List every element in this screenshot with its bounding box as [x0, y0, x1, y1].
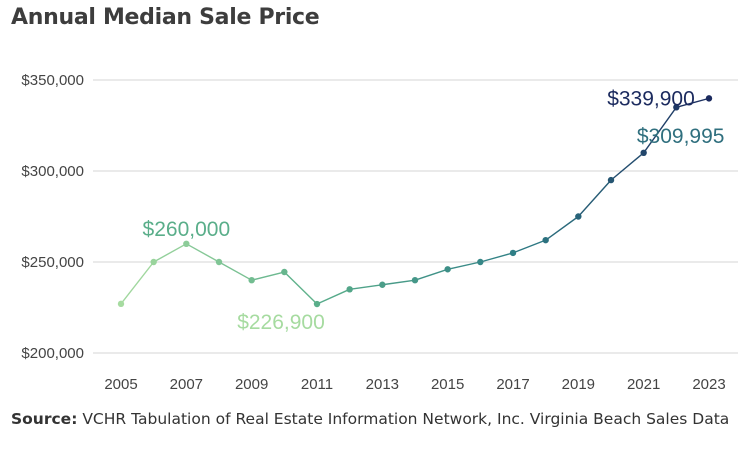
data-point	[313, 300, 321, 308]
data-point	[640, 149, 647, 157]
data-point	[183, 240, 190, 247]
x-tick-label: 2013	[366, 376, 399, 393]
line-segment	[349, 284, 383, 290]
line-segment	[316, 288, 350, 305]
data-label: $260,000	[143, 218, 231, 241]
line-segment	[120, 261, 155, 305]
x-tick-label: 2005	[104, 376, 137, 393]
line-segment	[251, 271, 285, 281]
source-text: VCHR Tabulation of Real Estate Informati…	[82, 410, 730, 428]
data-point	[150, 258, 157, 266]
x-axis-ticks: 2005 2007 2009 2011 2013 2015 2017 2019 2021 2023	[104, 376, 725, 393]
y-tick-label: $200,000	[21, 345, 84, 362]
data-point	[411, 277, 419, 284]
data-point	[673, 104, 680, 111]
line-segment	[185, 243, 220, 263]
data-label: $339,900	[607, 87, 695, 110]
line-chart: $200,000$250,000$300,000$350,000 2005 200…	[21, 72, 738, 393]
data-point	[379, 281, 386, 288]
data-point	[607, 176, 615, 184]
data-label: $226,900	[237, 311, 325, 334]
x-tick-label: 2009	[235, 376, 268, 393]
line-segment	[610, 152, 645, 181]
line-segment	[414, 268, 448, 281]
line-segment	[512, 239, 546, 254]
data-point	[542, 236, 549, 244]
y-tick-label: $300,000	[21, 163, 84, 180]
y-tick-label: $250,000	[21, 254, 84, 271]
gridlines	[93, 79, 738, 354]
x-tick-label: 2023	[692, 376, 725, 393]
x-tick-label: 2007	[170, 376, 203, 393]
x-tick-label: 2011	[301, 376, 333, 393]
chart-title: Annual Median Sale Price	[11, 5, 320, 30]
x-tick-label: 2017	[496, 376, 529, 393]
y-tick-label: $350,000	[21, 72, 84, 89]
data-point	[575, 213, 582, 220]
line-segment	[480, 252, 514, 263]
data-point	[705, 95, 713, 102]
line-segment	[545, 215, 579, 241]
data-label: $309,995	[637, 125, 725, 148]
line-segment	[153, 243, 187, 263]
data-point	[509, 249, 517, 257]
data-point	[215, 258, 223, 266]
line-segment	[676, 97, 710, 108]
line-segment	[447, 261, 481, 270]
data-point	[117, 300, 125, 308]
source-label: Source:	[11, 410, 78, 428]
data-annotations: $260,000 $226,900 $309,995 $339,900	[143, 87, 725, 334]
line-segment	[283, 271, 318, 305]
x-tick-label: 2019	[562, 376, 595, 393]
x-tick-label: 2015	[431, 376, 464, 393]
data-point	[444, 266, 451, 273]
series-line	[120, 97, 710, 305]
line-segment	[218, 261, 253, 281]
data-point	[248, 277, 255, 284]
y-axis-ticks: $200,000 $250,000 $300,000 $350,000	[21, 72, 84, 362]
data-point	[281, 268, 288, 276]
line-segment	[643, 106, 677, 154]
series-points	[117, 95, 713, 308]
line-segment	[577, 179, 612, 217]
line-segment	[382, 279, 416, 286]
data-point	[477, 258, 484, 266]
data-point	[346, 286, 353, 293]
source-note: Source: VCHR Tabulation of Real Estate I…	[11, 410, 731, 429]
x-tick-label: 2021	[627, 376, 660, 393]
